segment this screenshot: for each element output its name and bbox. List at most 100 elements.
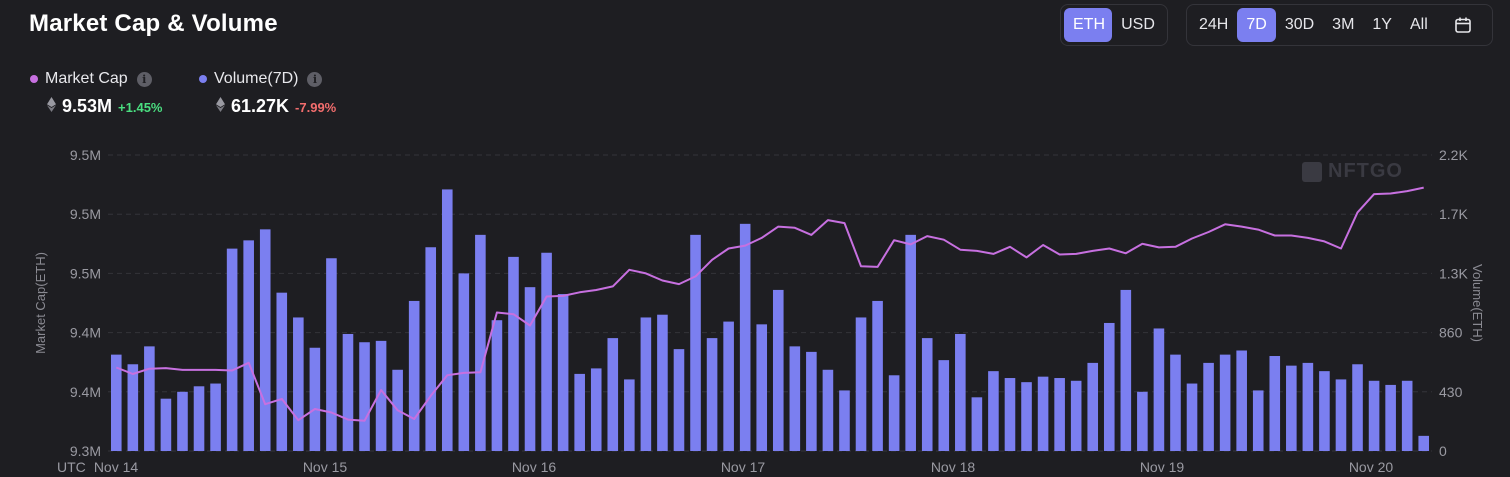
volume-bar	[375, 340, 387, 451]
volume-bar	[855, 317, 867, 451]
range-30d-button[interactable]: 30D	[1284, 16, 1315, 33]
volume-bar	[756, 324, 768, 451]
volume-bar	[888, 375, 900, 451]
volume-bar	[971, 397, 983, 451]
currency-usd-button[interactable]: USD	[1121, 16, 1155, 33]
y-right-tick-label: 2.2K	[1439, 147, 1468, 163]
volume-bar	[1335, 379, 1347, 451]
volume-bar	[872, 300, 883, 451]
volume-bar	[673, 349, 685, 451]
range-1y-button[interactable]: 1Y	[1372, 16, 1392, 33]
market-cap-info-icon[interactable]: i	[136, 71, 152, 87]
x-tick-label: Nov 16	[512, 459, 557, 475]
range-7d-button[interactable]: 7D	[1237, 8, 1276, 42]
range-all-button[interactable]: All	[1409, 16, 1428, 33]
range-3m-button[interactable]: 3M	[1332, 16, 1355, 33]
volume-bar	[739, 223, 751, 451]
volume-bar	[640, 317, 652, 451]
legend-volume[interactable]: Volume(7D) i	[199, 70, 323, 88]
y-left-tick-label: 9.4M	[70, 384, 101, 400]
eth-icon	[216, 97, 225, 112]
x-tick-label: Nov 18	[931, 459, 976, 475]
volume-bar	[1070, 380, 1082, 451]
volume-bar	[938, 360, 950, 451]
x-tick-label: Nov 14	[94, 459, 139, 475]
volume-bar	[921, 338, 933, 451]
calendar-icon[interactable]	[1437, 8, 1489, 42]
volume-bar	[607, 338, 619, 451]
volume-bar	[1385, 384, 1396, 451]
y-left-axis-title: Market Cap(ETH)	[33, 252, 48, 354]
volume-bar	[1219, 354, 1231, 451]
volume-bar	[590, 368, 602, 451]
volume-info-icon[interactable]: i	[307, 71, 323, 87]
volume-bar	[309, 347, 321, 451]
range-toggle: 24H 7D 30D 3M 1Y All	[1186, 4, 1493, 46]
volume-bar	[243, 240, 254, 451]
eth-icon	[47, 97, 56, 112]
volume-bar	[524, 287, 536, 451]
volume-bar	[1021, 382, 1032, 451]
volume-bar	[475, 234, 486, 451]
volume-bar	[1319, 371, 1330, 451]
volume-bar	[458, 273, 470, 451]
volume-bar	[127, 364, 139, 451]
y-right-tick-label: 1.7K	[1439, 206, 1468, 222]
volume-bar	[1368, 380, 1380, 451]
volume-bar	[690, 234, 701, 451]
range-24h-button[interactable]: 24H	[1199, 16, 1229, 33]
currency-eth-button[interactable]: ETH	[1064, 8, 1112, 42]
volume-bar	[193, 386, 205, 451]
volume-bar	[210, 383, 221, 451]
volume-value: 61.27K	[231, 96, 290, 116]
market-cap-stat: 9.53M +1.45%	[47, 96, 162, 117]
volume-bar	[955, 333, 966, 451]
volume-change: -7.99%	[295, 100, 337, 115]
x-tick-label: Nov 20	[1349, 459, 1394, 475]
volume-bar	[1302, 362, 1314, 451]
volume-bar	[1103, 322, 1115, 451]
y-left-tick-label: 9.5M	[70, 147, 101, 163]
volume-bar	[508, 256, 519, 451]
volume-stat: 61.27K -7.99%	[216, 96, 336, 117]
nftgo-watermark: NFTGO	[1302, 160, 1403, 183]
y-right-tick-label: 860	[1439, 325, 1463, 341]
x-tick-label: Nov 17	[721, 459, 766, 475]
volume-bar	[574, 373, 585, 451]
volume-bar	[110, 354, 122, 451]
volume-bar	[359, 342, 370, 451]
volume-bar	[905, 234, 916, 451]
volume-bar	[177, 391, 188, 451]
volume-bar	[772, 289, 784, 451]
volume-bar	[425, 247, 437, 451]
legend-market-cap[interactable]: Market Cap i	[30, 70, 152, 88]
legend-market-cap-label: Market Cap	[45, 70, 128, 87]
nftgo-logo-icon	[1302, 161, 1322, 182]
volume-bar	[293, 317, 304, 451]
volume-bar	[226, 248, 238, 451]
volume-bar	[144, 346, 155, 451]
y-left-tick-label: 9.5M	[70, 206, 101, 222]
volume-bar	[276, 292, 288, 451]
volume-bar	[839, 390, 850, 451]
x-axis-label: UTC	[57, 459, 86, 475]
volume-bar	[1186, 383, 1198, 451]
volume-bar	[1269, 356, 1281, 451]
market-cap-change: +1.45%	[118, 100, 163, 115]
volume-bar	[557, 294, 569, 451]
volume-bar	[1137, 391, 1148, 451]
y-left-tick-label: 9.5M	[70, 265, 101, 281]
volume-bar	[1203, 362, 1214, 451]
volume-bar	[160, 398, 172, 451]
page-title: Market Cap & Volume	[29, 10, 278, 37]
watermark-text: NFTGO	[1328, 160, 1403, 182]
volume-dot-icon	[199, 75, 207, 83]
volume-bar	[1037, 376, 1049, 451]
y-left-tick-label: 9.4M	[70, 325, 101, 341]
y-right-axis-title: Volume(ETH)	[1470, 264, 1485, 342]
volume-bar	[1170, 354, 1181, 451]
volume-bar	[1286, 365, 1297, 451]
volume-bar	[1120, 289, 1132, 451]
volume-bar	[326, 258, 337, 451]
